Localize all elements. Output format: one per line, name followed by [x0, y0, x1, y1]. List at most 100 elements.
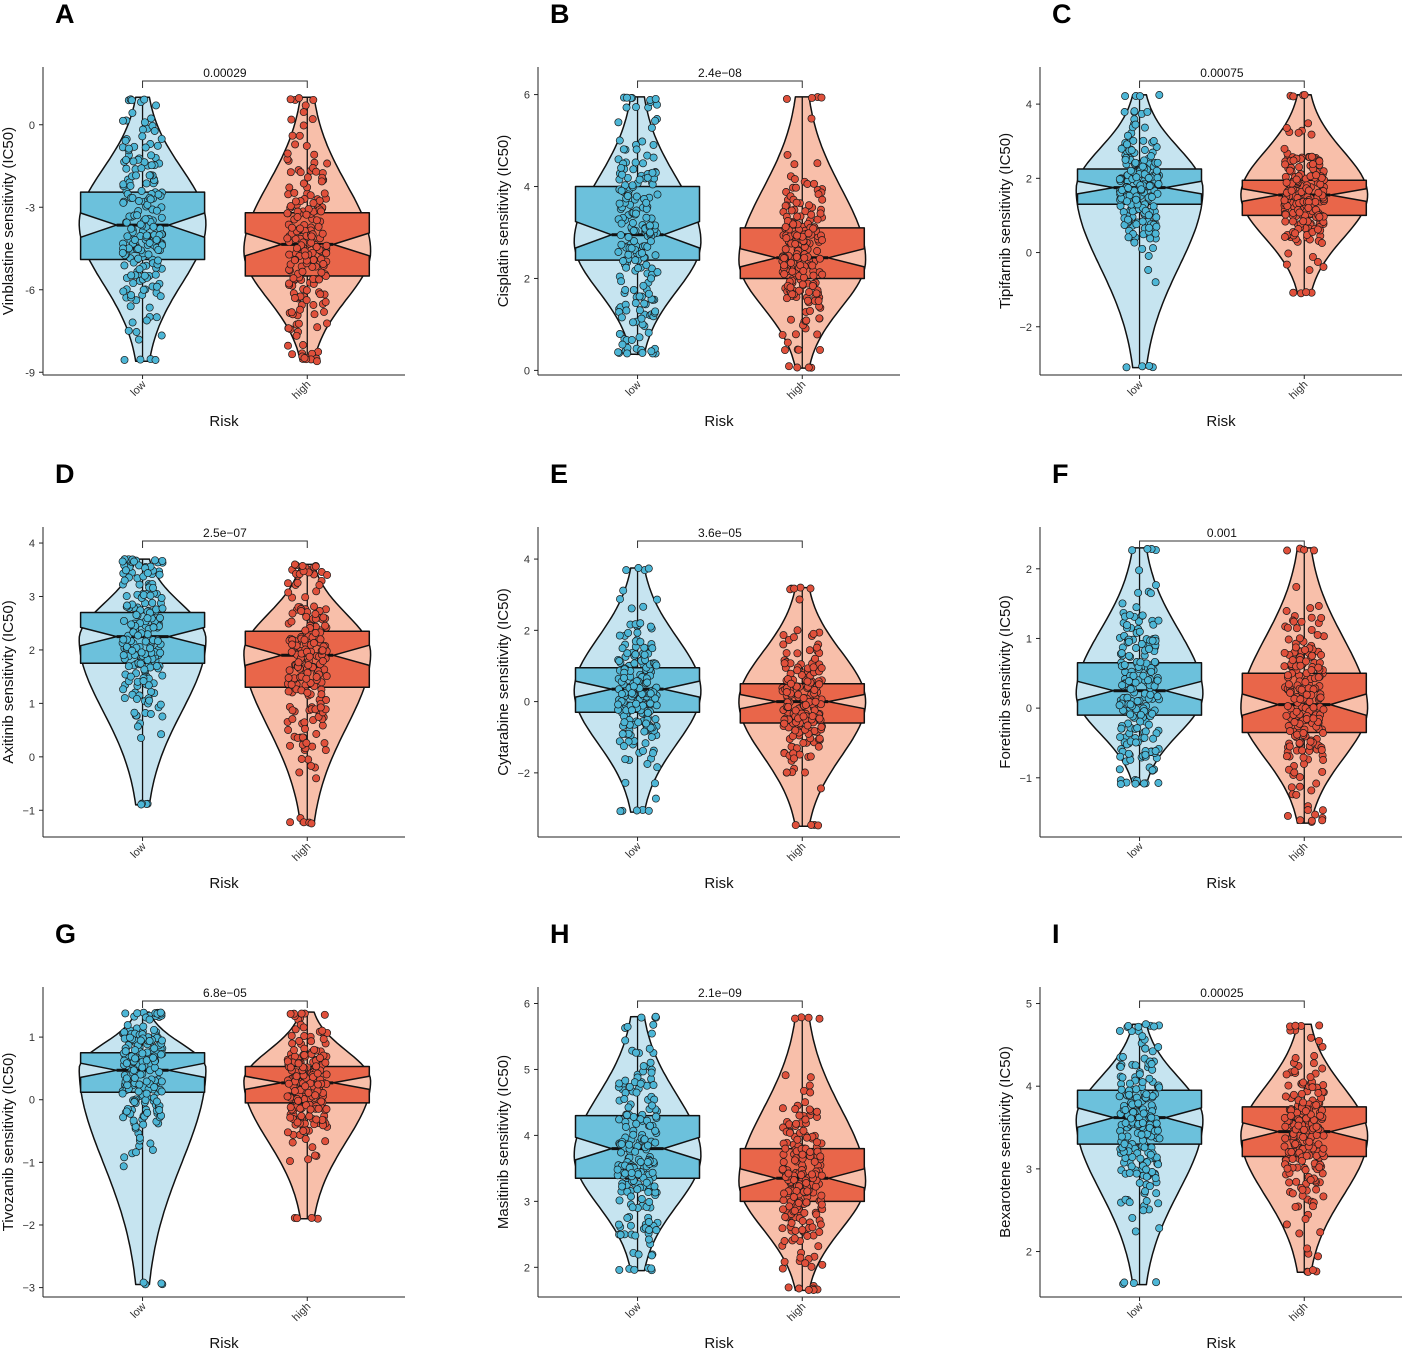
data-point-high: [1309, 1059, 1318, 1068]
data-point-low: [1116, 752, 1125, 761]
data-point-high: [815, 254, 824, 263]
data-point-high: [793, 212, 802, 221]
data-point-high: [790, 754, 798, 763]
data-point-low: [143, 1108, 152, 1117]
data-point-high: [1280, 233, 1289, 241]
data-point-low: [1140, 779, 1149, 788]
data-point-low: [648, 644, 657, 653]
y-tick-label: 1: [29, 1032, 35, 1044]
data-point-high: [287, 1031, 296, 1040]
data-point-low: [637, 314, 646, 323]
data-point-high: [784, 1283, 793, 1292]
data-point-low: [1132, 173, 1141, 182]
data-point-low: [138, 1049, 147, 1058]
data-point-high: [307, 819, 316, 828]
data-point-high: [782, 768, 791, 777]
data-point-high: [302, 141, 311, 150]
data-point-low: [146, 644, 155, 653]
data-point-low: [1132, 1085, 1141, 1094]
data-point-high: [814, 190, 823, 199]
data-point-low: [119, 1162, 128, 1171]
data-point-low: [1134, 617, 1143, 626]
data-point-high: [285, 666, 294, 675]
data-point-low: [157, 730, 166, 739]
data-point-high: [803, 1187, 812, 1196]
data-point-low: [122, 155, 130, 164]
data-point-high: [781, 222, 790, 231]
data-point-low: [625, 1140, 634, 1149]
data-point-high: [1314, 1252, 1322, 1261]
data-point-high: [803, 296, 812, 305]
y-axis-title: Tipifarnib sensitivity (IC50): [997, 133, 1014, 309]
data-point-low: [121, 1047, 130, 1056]
data-point-low: [632, 806, 641, 815]
data-point-low: [1135, 1070, 1144, 1079]
data-point-high: [1294, 128, 1303, 137]
data-point-high: [302, 739, 311, 747]
y-tick-label: 0: [29, 1095, 35, 1107]
data-point-low: [141, 1096, 150, 1105]
data-point-low: [122, 1107, 131, 1116]
data-point-low: [1125, 1090, 1134, 1099]
data-point-high: [1292, 707, 1301, 716]
x-tick-label: high: [290, 1301, 313, 1324]
data-point-low: [137, 800, 146, 809]
data-point-high: [305, 652, 314, 661]
data-point-low: [1144, 720, 1153, 729]
data-point-low: [136, 659, 145, 668]
data-point-low: [1135, 1179, 1144, 1187]
panel-letter: H: [550, 919, 570, 949]
data-point-low: [652, 1112, 660, 1121]
p-value-label: 0.00075: [1200, 66, 1244, 80]
significance-bracket: [637, 540, 803, 548]
data-point-high: [1295, 773, 1304, 782]
data-point-high: [285, 250, 294, 259]
data-point-low: [635, 333, 644, 342]
data-point-high: [321, 297, 330, 306]
data-point-low: [614, 700, 623, 709]
data-point-low: [1142, 1165, 1151, 1174]
y-tick-label: 0: [29, 752, 35, 764]
box-low: [574, 185, 701, 261]
y-tick-label: 4: [1026, 99, 1032, 111]
data-point-low: [646, 1121, 655, 1130]
data-point-high: [1307, 152, 1316, 161]
data-point-low: [1146, 1150, 1155, 1159]
data-point-high: [284, 579, 292, 588]
data-point-high: [290, 294, 299, 302]
data-point-high: [807, 93, 816, 102]
data-point-low: [631, 1147, 640, 1156]
data-point-low: [138, 132, 147, 141]
data-point-low: [652, 661, 661, 670]
data-point-high: [1299, 1098, 1308, 1107]
data-point-low: [618, 170, 626, 179]
data-point-high: [1303, 1244, 1312, 1253]
data-point-high: [778, 1264, 787, 1273]
data-point-low: [139, 1120, 148, 1129]
data-point-high: [1315, 1036, 1323, 1045]
data-point-low: [617, 219, 626, 228]
data-point-low: [128, 646, 137, 655]
data-point-high: [322, 696, 331, 704]
data-point-low: [1121, 155, 1130, 164]
data-point-high: [313, 323, 322, 332]
data-point-low: [640, 727, 649, 736]
data-point-low: [129, 1066, 138, 1075]
data-point-low: [622, 263, 631, 272]
data-point-low: [140, 271, 149, 280]
data-point-low: [1123, 140, 1131, 149]
y-tick-label: 2: [524, 1262, 530, 1274]
data-point-high: [286, 818, 295, 827]
data-point-high: [795, 595, 804, 604]
data-point-high: [1319, 756, 1328, 764]
data-point-high: [790, 1206, 799, 1215]
data-point-high: [1291, 1202, 1300, 1211]
data-point-high: [1299, 1078, 1308, 1087]
y-tick-label: 2: [1026, 564, 1032, 576]
data-point-high: [1283, 811, 1292, 820]
data-point-high: [1307, 613, 1316, 622]
data-point-low: [651, 251, 660, 260]
data-point-low: [647, 123, 656, 132]
data-point-high: [290, 1046, 298, 1055]
data-point-high: [803, 677, 812, 686]
